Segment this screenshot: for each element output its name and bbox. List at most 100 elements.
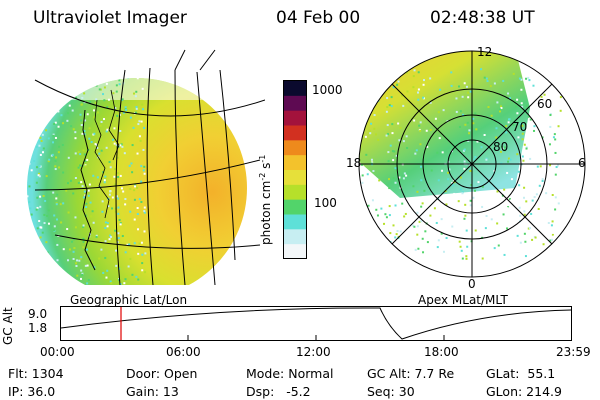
texture-speckle	[541, 178, 544, 181]
texture-speckle	[79, 153, 82, 156]
texture-speckle	[405, 174, 408, 177]
texture-speckle	[109, 234, 112, 237]
texture-speckle	[124, 198, 127, 201]
texture-speckle	[550, 224, 553, 227]
texture-speckle	[525, 146, 528, 149]
texture-speckle	[390, 78, 393, 81]
texture-speckle	[37, 268, 40, 271]
texture-speckle	[463, 217, 466, 220]
texture-speckle	[67, 211, 70, 214]
texture-speckle	[394, 236, 397, 239]
texture-speckle	[60, 114, 63, 117]
texture-speckle	[445, 236, 448, 239]
texture-speckle	[66, 228, 69, 231]
texture-speckle	[509, 158, 512, 161]
texture-speckle	[34, 258, 37, 261]
texture-speckle	[72, 192, 75, 195]
texture-speckle	[433, 207, 436, 210]
texture-speckle	[81, 132, 84, 135]
texture-speckle	[418, 124, 421, 127]
texture-speckle	[468, 129, 471, 132]
texture-speckle	[143, 165, 146, 168]
texture-speckle	[80, 181, 83, 184]
texture-speckle	[57, 70, 59, 72]
texture-speckle	[399, 126, 402, 129]
texture-speckle	[385, 70, 388, 73]
texture-speckle	[123, 152, 126, 155]
texture-speckle	[517, 136, 520, 139]
texture-speckle	[117, 212, 120, 215]
texture-speckle	[376, 214, 379, 217]
texture-speckle	[124, 106, 127, 109]
texture-speckle	[507, 92, 510, 95]
texture-speckle	[389, 144, 392, 147]
texture-speckle	[493, 247, 496, 250]
texture-speckle	[47, 160, 50, 163]
texture-speckle	[512, 123, 515, 126]
texture-speckle	[517, 170, 520, 173]
texture-speckle	[56, 259, 59, 262]
texture-speckle	[134, 184, 137, 187]
texture-speckle	[38, 114, 41, 117]
texture-speckle	[365, 102, 368, 105]
texture-speckle	[396, 230, 399, 233]
texture-speckle	[391, 250, 394, 253]
texture-speckle	[419, 143, 422, 146]
texture-speckle	[496, 190, 499, 193]
texture-speckle	[373, 127, 376, 130]
texture-speckle	[414, 248, 417, 251]
texture-speckle	[393, 73, 396, 76]
texture-speckle	[522, 159, 525, 162]
texture-speckle	[470, 183, 473, 186]
texture-speckle	[523, 196, 526, 199]
texture-speckle	[29, 78, 32, 80]
texture-speckle	[65, 76, 67, 78]
texture-speckle	[94, 207, 97, 210]
texture-speckle	[468, 132, 471, 135]
texture-speckle	[52, 191, 55, 194]
texture-speckle	[505, 131, 508, 134]
colorbar-tick-1000: 1000	[312, 83, 343, 97]
texture-speckle	[45, 241, 48, 244]
texture-speckle	[519, 214, 522, 217]
texture-speckle	[74, 216, 77, 219]
texture-speckle	[371, 199, 374, 202]
texture-speckle	[38, 175, 41, 178]
texture-speckle	[131, 273, 134, 276]
texture-speckle	[533, 129, 536, 132]
texture-speckle	[31, 149, 34, 152]
texture-speckle	[361, 231, 364, 234]
texture-speckle	[429, 248, 432, 251]
time-label: 02:48:38 UT	[430, 8, 535, 28]
texture-speckle	[95, 78, 98, 80]
texture-speckle	[41, 105, 44, 108]
texture-speckle	[80, 124, 83, 127]
texture-speckle	[362, 235, 365, 238]
texture-speckle	[111, 138, 114, 141]
flight-number: Flt: 1304	[8, 366, 64, 381]
texture-speckle	[115, 84, 118, 87]
gc-altitude: GC Alt: 7.7 Re	[367, 366, 455, 381]
texture-speckle	[86, 113, 89, 116]
texture-speckle	[101, 210, 104, 213]
texture-speckle	[135, 275, 138, 278]
texture-speckle	[549, 164, 552, 167]
texture-speckle	[28, 162, 31, 165]
texture-speckle	[82, 237, 85, 240]
texture-speckle	[133, 198, 136, 201]
texture-speckle	[47, 137, 50, 140]
texture-speckle	[473, 189, 476, 192]
texture-speckle	[547, 221, 550, 224]
texture-speckle	[440, 232, 443, 235]
gain-value: Gain: 13	[126, 384, 179, 399]
texture-speckle	[406, 146, 409, 149]
texture-speckle	[557, 69, 560, 72]
texture-speckle	[525, 147, 528, 150]
texture-speckle	[371, 251, 374, 254]
texture-speckle	[114, 229, 117, 232]
texture-speckle	[485, 158, 488, 161]
texture-speckle	[555, 166, 558, 169]
texture-speckle	[36, 196, 39, 199]
texture-speckle	[106, 106, 109, 109]
texture-speckle	[459, 245, 462, 248]
